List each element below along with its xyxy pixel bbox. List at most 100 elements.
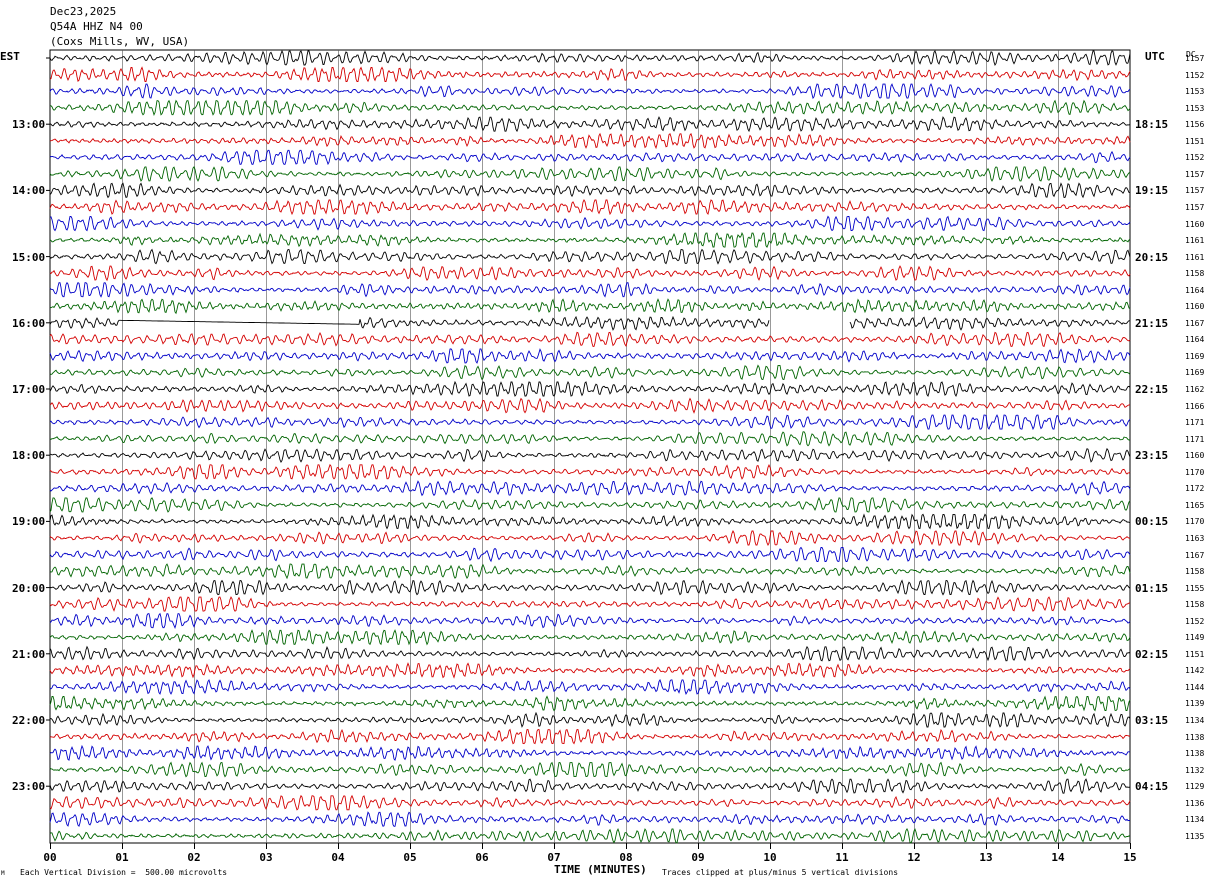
left-hour-label: 13:00 <box>12 118 46 132</box>
x-tick-label: 05 <box>403 851 417 864</box>
row-count-label: 1163 <box>1185 533 1205 543</box>
row-count-label: 1153 <box>1185 103 1205 113</box>
trace-row-37 <box>49 662 1131 679</box>
trace-row-18 <box>49 348 1131 364</box>
plot-grid <box>46 49 1131 849</box>
trace-row-7 <box>49 166 1131 182</box>
row-count-label: 1144 <box>1185 682 1205 692</box>
footer-scale-note: Each Vertical Division = 500.00 microvol… <box>20 868 228 877</box>
trace-row-22 <box>49 414 1131 431</box>
left-hour-label: 15:00 <box>12 250 46 264</box>
row-count-label: 1138 <box>1185 749 1205 759</box>
row-count-label: 1134 <box>1185 815 1205 825</box>
row-count-label: 1158 <box>1185 567 1205 577</box>
row-count-label: 1171 <box>1185 434 1205 444</box>
trace-row-44 <box>49 778 1131 795</box>
trace-row-8 <box>49 182 1131 199</box>
row-count-label: 1157 <box>1185 54 1205 63</box>
right-timezone-label: UTC <box>1145 50 1165 63</box>
row-count-label: 1136 <box>1185 798 1205 808</box>
x-tick-label: 02 <box>187 851 201 864</box>
trace-row-12 <box>49 248 1131 265</box>
row-count-label: 1152 <box>1185 70 1205 80</box>
trace-row-28 <box>49 513 1131 530</box>
row-count-label: 1169 <box>1185 351 1205 361</box>
trace-row-9 <box>49 199 1131 216</box>
left-hour-label: 22:00 <box>12 714 46 727</box>
trace-row-41 <box>49 728 1131 745</box>
row-count-label: 1171 <box>1185 418 1205 428</box>
trace-row-15 <box>49 298 1131 315</box>
trace-row-5 <box>49 132 1131 150</box>
trace-rows <box>49 49 1131 844</box>
row-count-label: 1167 <box>1185 550 1205 560</box>
trace-row-42 <box>49 744 1131 762</box>
right-hour-label: 02:15 <box>1135 647 1169 661</box>
row-count-label: 1152 <box>1185 616 1205 626</box>
trace-row-24 <box>50 447 1131 464</box>
left-hour-label: 20:00 <box>12 581 46 595</box>
trace-row-16 <box>49 315 770 331</box>
x-tick-label: 01 <box>115 851 129 864</box>
row-count-label: 1155 <box>1185 583 1205 593</box>
trace-row-33 <box>49 596 1131 612</box>
row-count-label: 1161 <box>1185 236 1205 246</box>
row-count-label: 1151 <box>1185 136 1205 146</box>
right-hour-label: 23:15 <box>1135 449 1169 463</box>
trace-row-3 <box>49 99 1131 116</box>
trace-row-4 <box>49 116 1131 133</box>
row-count-label: 1139 <box>1185 699 1205 709</box>
trace-row-35 <box>49 629 1131 646</box>
right-hour-label: 18:15 <box>1135 118 1169 132</box>
row-count-label: 1157 <box>1185 169 1205 179</box>
trace-row-31 <box>49 563 1131 580</box>
row-count-label: 1156 <box>1185 120 1205 130</box>
trace-row-1 <box>49 66 1131 83</box>
trace-row-2 <box>49 83 1131 100</box>
date-label: Dec23,2025 <box>50 5 117 18</box>
row-count-label: 1142 <box>1185 666 1205 676</box>
right-hour-label: 22:15 <box>1135 383 1169 396</box>
x-axis-label: TIME (MINUTES) <box>554 863 647 876</box>
row-count-label: 1160 <box>1185 219 1205 229</box>
right-hour-label: 20:15 <box>1135 250 1169 264</box>
trace-row-13 <box>49 265 1131 282</box>
x-tick-label: 10 <box>763 851 777 864</box>
trace-row-29 <box>49 529 1131 546</box>
trace-row-45 <box>49 794 1131 811</box>
row-count-label: 1167 <box>1185 318 1205 328</box>
left-hour-label: 17:00 <box>12 383 46 396</box>
right-hour-label: 04:15 <box>1135 780 1169 794</box>
count-header-label: DC <box>1186 50 1196 59</box>
right-hour-label: 01:15 <box>1135 581 1169 595</box>
row-count-label: 1132 <box>1185 765 1205 775</box>
x-tick-label: 06 <box>475 851 489 864</box>
trace-row-20 <box>49 380 1131 398</box>
x-tick-label: 08 <box>619 851 633 864</box>
row-count-label: 1170 <box>1185 467 1205 477</box>
row-count-label: 1161 <box>1185 252 1205 262</box>
row-count-label: 1153 <box>1185 87 1205 97</box>
row-count-label: 1152 <box>1185 153 1205 163</box>
trace-row-43 <box>49 761 1131 778</box>
row-count-label: 1164 <box>1185 335 1205 345</box>
row-count-label: 1158 <box>1185 600 1205 610</box>
row-count-label: 1149 <box>1185 633 1205 643</box>
trace-row-34 <box>49 612 1131 630</box>
footer-mark: M <box>1 870 5 877</box>
left-hour-label: 23:00 <box>12 780 46 794</box>
row-count-label: 1160 <box>1185 451 1205 461</box>
trace-row-39 <box>49 695 1131 712</box>
trace-row-21 <box>49 397 1131 414</box>
x-tick-label: 07 <box>547 851 561 864</box>
row-count-label: 1162 <box>1185 385 1205 394</box>
trace-row-38 <box>49 678 1131 695</box>
x-tick-label: 13 <box>979 851 993 864</box>
right-hour-label: 03:15 <box>1135 714 1169 727</box>
row-count-label: 1172 <box>1185 484 1205 494</box>
x-tick-label: 12 <box>907 851 921 864</box>
row-count-label: 1158 <box>1185 269 1205 279</box>
row-count-label: 1157 <box>1185 202 1205 212</box>
location-label: (Coxs Mills, WV, USA) <box>50 35 190 48</box>
x-tick-label: 15 <box>1123 851 1137 864</box>
